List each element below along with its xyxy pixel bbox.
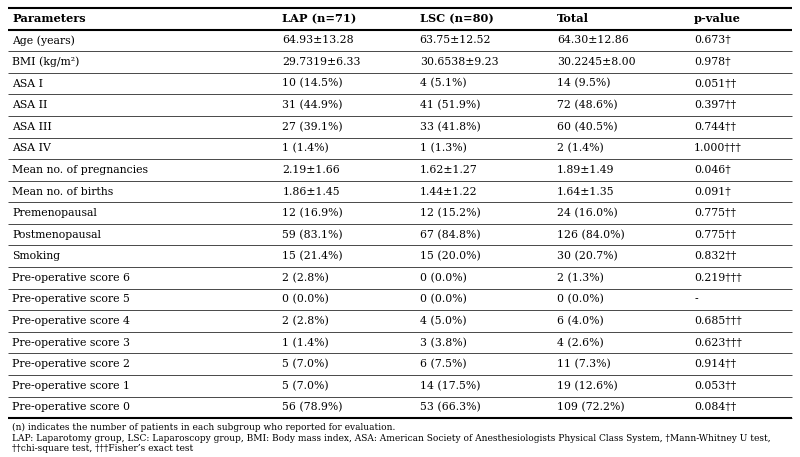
Text: LAP (n=71): LAP (n=71)	[282, 13, 357, 24]
Text: Mean no. of pregnancies: Mean no. of pregnancies	[12, 165, 148, 175]
Text: 5 (7.0%): 5 (7.0%)	[282, 381, 329, 391]
Text: Age (years): Age (years)	[12, 35, 75, 46]
Text: 29.7319±6.33: 29.7319±6.33	[282, 57, 361, 67]
Text: Smoking: Smoking	[12, 251, 60, 261]
Text: ASA IV: ASA IV	[12, 143, 51, 154]
Text: 6 (7.5%): 6 (7.5%)	[420, 359, 466, 369]
Text: Pre-operative score 3: Pre-operative score 3	[12, 338, 130, 348]
Text: 0.091†: 0.091†	[694, 186, 731, 197]
Text: 33 (41.8%): 33 (41.8%)	[420, 122, 481, 132]
Text: ASA III: ASA III	[12, 122, 52, 132]
Text: 0.775††: 0.775††	[694, 208, 736, 218]
Text: 72 (48.6%): 72 (48.6%)	[557, 100, 618, 110]
Text: Parameters: Parameters	[12, 13, 86, 24]
Text: 63.75±12.52: 63.75±12.52	[420, 35, 491, 45]
Text: 109 (72.2%): 109 (72.2%)	[557, 402, 625, 413]
Text: 0.673†: 0.673†	[694, 35, 731, 45]
Text: 24 (16.0%): 24 (16.0%)	[557, 208, 618, 218]
Text: 10 (14.5%): 10 (14.5%)	[282, 79, 343, 89]
Text: 4 (5.0%): 4 (5.0%)	[420, 316, 466, 326]
Text: -: -	[694, 294, 698, 304]
Text: Pre-operative score 1: Pre-operative score 1	[12, 381, 130, 391]
Text: 64.30±12.86: 64.30±12.86	[557, 35, 629, 45]
Text: Total: Total	[557, 13, 589, 24]
Text: 56 (78.9%): 56 (78.9%)	[282, 402, 343, 413]
Text: 59 (83.1%): 59 (83.1%)	[282, 229, 343, 240]
Text: 3 (3.8%): 3 (3.8%)	[420, 337, 466, 348]
Text: 5 (7.0%): 5 (7.0%)	[282, 359, 329, 369]
Text: 0.685†††: 0.685†††	[694, 316, 742, 326]
Text: 0 (0.0%): 0 (0.0%)	[420, 273, 466, 283]
Text: 2 (1.4%): 2 (1.4%)	[557, 143, 604, 154]
Text: 1.62±1.27: 1.62±1.27	[420, 165, 478, 175]
Text: 0.046†: 0.046†	[694, 165, 731, 175]
Text: 0.978†: 0.978†	[694, 57, 730, 67]
Text: 1 (1.4%): 1 (1.4%)	[282, 337, 330, 348]
Text: Postmenopausal: Postmenopausal	[12, 230, 101, 239]
Text: p-value: p-value	[694, 13, 741, 24]
Text: 1 (1.4%): 1 (1.4%)	[282, 143, 330, 154]
Text: 1.86±1.45: 1.86±1.45	[282, 186, 340, 197]
Text: 19 (12.6%): 19 (12.6%)	[557, 381, 618, 391]
Text: 0 (0.0%): 0 (0.0%)	[420, 294, 466, 305]
Text: 0.744††: 0.744††	[694, 122, 736, 132]
Text: 27 (39.1%): 27 (39.1%)	[282, 122, 343, 132]
Text: 0.084††: 0.084††	[694, 403, 736, 412]
Text: 1.000†††: 1.000†††	[694, 143, 742, 154]
Text: 67 (84.8%): 67 (84.8%)	[420, 229, 480, 240]
Text: 0.914††: 0.914††	[694, 359, 736, 369]
Text: ASA II: ASA II	[12, 100, 47, 110]
Text: (n) indicates the number of patients in each subgroup who reported for evaluatio: (n) indicates the number of patients in …	[12, 423, 395, 432]
Text: 2.19±1.66: 2.19±1.66	[282, 165, 340, 175]
Text: 1.44±1.22: 1.44±1.22	[420, 186, 478, 197]
Text: 1 (1.3%): 1 (1.3%)	[420, 143, 466, 154]
Text: 15 (21.4%): 15 (21.4%)	[282, 251, 343, 261]
Text: 53 (66.3%): 53 (66.3%)	[420, 402, 481, 413]
Text: 11 (7.3%): 11 (7.3%)	[557, 359, 610, 369]
Text: 1.89±1.49: 1.89±1.49	[557, 165, 614, 175]
Text: 31 (44.9%): 31 (44.9%)	[282, 100, 343, 110]
Text: 2 (2.8%): 2 (2.8%)	[282, 273, 330, 283]
Text: 30 (20.7%): 30 (20.7%)	[557, 251, 618, 261]
Text: 15 (20.0%): 15 (20.0%)	[420, 251, 481, 261]
Text: 12 (15.2%): 12 (15.2%)	[420, 208, 481, 218]
Text: Pre-operative score 2: Pre-operative score 2	[12, 359, 130, 369]
Text: 14 (17.5%): 14 (17.5%)	[420, 381, 480, 391]
Text: 0 (0.0%): 0 (0.0%)	[282, 294, 330, 305]
Text: BMI (kg/m²): BMI (kg/m²)	[12, 57, 79, 67]
Text: 30.2245±8.00: 30.2245±8.00	[557, 57, 635, 67]
Text: LAP: Laparotomy group, LSC: Laparoscopy group, BMI: Body mass index, ASA: Americ: LAP: Laparotomy group, LSC: Laparoscopy …	[12, 434, 770, 453]
Text: 30.6538±9.23: 30.6538±9.23	[420, 57, 498, 67]
Text: 0.832††: 0.832††	[694, 251, 737, 261]
Text: 4 (5.1%): 4 (5.1%)	[420, 79, 466, 89]
Text: 0.775††: 0.775††	[694, 230, 736, 239]
Text: 2 (1.3%): 2 (1.3%)	[557, 273, 604, 283]
Text: 64.93±13.28: 64.93±13.28	[282, 35, 354, 45]
Text: Pre-operative score 6: Pre-operative score 6	[12, 273, 130, 283]
Text: 126 (84.0%): 126 (84.0%)	[557, 229, 625, 240]
Text: 4 (2.6%): 4 (2.6%)	[557, 337, 604, 348]
Text: 41 (51.9%): 41 (51.9%)	[420, 100, 480, 110]
Text: Premenopausal: Premenopausal	[12, 208, 97, 218]
Text: 0.219†††: 0.219†††	[694, 273, 742, 283]
Text: Pre-operative score 5: Pre-operative score 5	[12, 294, 130, 304]
Text: Pre-operative score 0: Pre-operative score 0	[12, 403, 130, 412]
Text: 60 (40.5%): 60 (40.5%)	[557, 122, 618, 132]
Text: 0.053††: 0.053††	[694, 381, 736, 391]
Text: 0.051††: 0.051††	[694, 79, 736, 89]
Text: 0.397††: 0.397††	[694, 100, 736, 110]
Text: LSC (n=80): LSC (n=80)	[420, 13, 494, 24]
Text: Mean no. of births: Mean no. of births	[12, 186, 114, 197]
Text: 1.64±1.35: 1.64±1.35	[557, 186, 614, 197]
Text: 6 (4.0%): 6 (4.0%)	[557, 316, 604, 326]
Text: 0.623†††: 0.623†††	[694, 338, 742, 348]
Text: 0 (0.0%): 0 (0.0%)	[557, 294, 604, 305]
Text: ASA I: ASA I	[12, 79, 43, 89]
Text: 2 (2.8%): 2 (2.8%)	[282, 316, 330, 326]
Text: 12 (16.9%): 12 (16.9%)	[282, 208, 343, 218]
Text: 14 (9.5%): 14 (9.5%)	[557, 79, 610, 89]
Text: Pre-operative score 4: Pre-operative score 4	[12, 316, 130, 326]
